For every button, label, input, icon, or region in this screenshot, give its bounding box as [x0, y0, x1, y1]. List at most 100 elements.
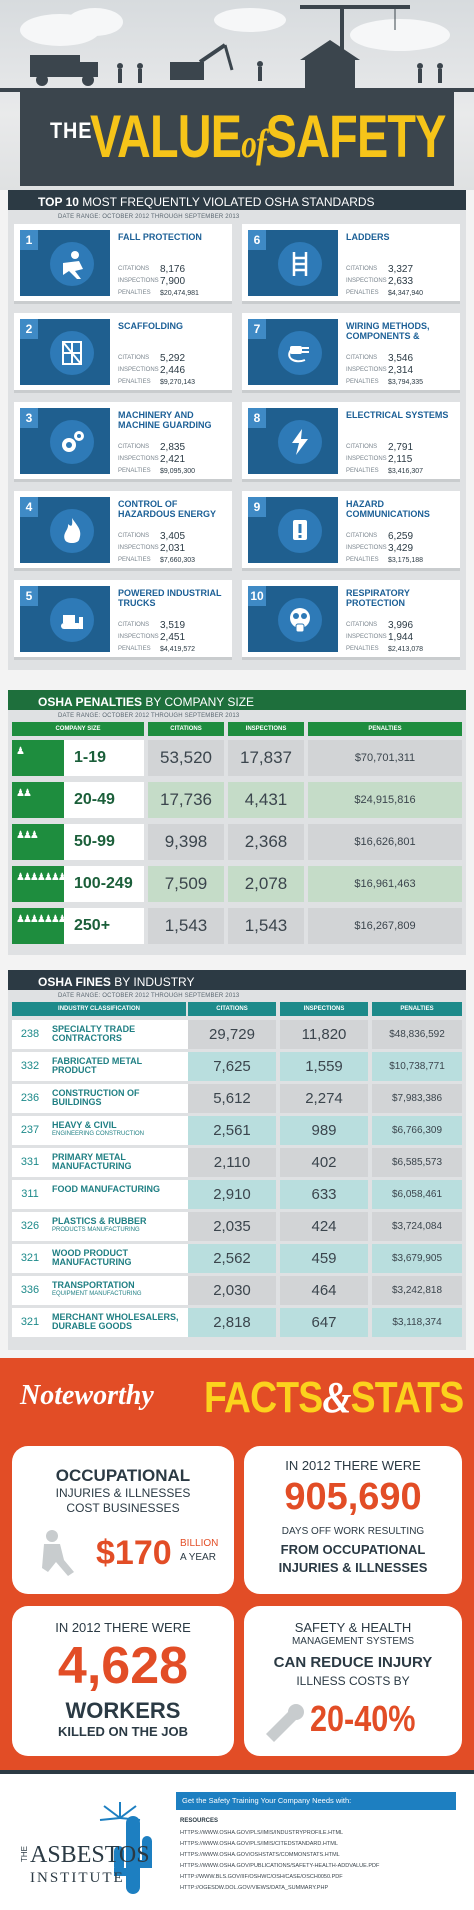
company-size: 250+ — [64, 908, 144, 944]
fact2-line4: INJURIES & ILLNESSES — [278, 1560, 428, 1575]
resource-link[interactable]: HTTP://OGESDW.DOL.GOV/VIEWS/DATA_SUMMARY… — [180, 1885, 329, 1891]
resource-link[interactable]: HTTPS://WWW.OSHA.GOV/PLS/IMIS/INDUSTRYPR… — [180, 1830, 344, 1836]
industry-row: 238 SPECIALTY TRADE CONTRACTORS 29,729 11,8… — [12, 1020, 462, 1049]
inspections-stat: INSPECTIONS 2,446 — [118, 365, 230, 377]
citations-cell: 2,818 — [188, 1308, 276, 1337]
inspections-stat: INSPECTIONS 1,944 — [346, 632, 458, 644]
violation-icon-box: 10 — [248, 586, 338, 652]
people-icon: ♟♟ — [12, 782, 64, 818]
industry-row: 331 PRIMARY METAL MANUFACTURING 2,110 402 $6… — [12, 1148, 462, 1177]
inspections-cell: 1,543 — [228, 908, 304, 944]
promo-text: Get the Safety Training Your Company Nee… — [182, 1796, 352, 1805]
inspections-stat: INSPECTIONS 2,633 — [346, 276, 458, 288]
inspections-value: 2,421 — [160, 454, 186, 465]
resource-link[interactable]: HTTPS://WWW.OSHA.GOV/PLS/IMIS/CITEDSTAND… — [180, 1841, 338, 1847]
facts-title-facts: FACTS — [204, 1373, 323, 1422]
inspections-cell: 17,837 — [228, 740, 304, 776]
title-safety: SAFETY — [265, 103, 447, 170]
industry-name-cell: FABRICATED METAL PRODUCT — [48, 1052, 188, 1081]
fines-col-industry: INDUSTRY CLASSIFICATION — [12, 1002, 186, 1016]
penalties-stat: PENALTIES $4,419,572 — [118, 644, 230, 656]
penalties-stat: PENALTIES $3,794,335 — [346, 377, 458, 389]
penalties-label: PENALTIES — [346, 468, 379, 474]
fact2-number: 905,690 — [284, 1476, 422, 1518]
penalties-cell: $48,836,592 — [372, 1020, 462, 1049]
resource-link[interactable]: HTTPS://WWW.OSHA.GOV/PUBLICATIONS/SAFETY… — [180, 1863, 380, 1869]
page-title: VALUEofSAFETY — [90, 102, 446, 179]
violation-rank: 10 — [248, 586, 266, 606]
resource-link[interactable]: HTTPS://WWW.OSHA.GOV/OSHSTATS/COMMONSTAT… — [180, 1852, 340, 1858]
violation-title: MACHINERY AND MACHINE GUARDING — [118, 410, 212, 430]
promo-link[interactable]: TheAsbestosInstitute.com — [182, 1814, 295, 1824]
logo-institute: INSTITUTE — [30, 1870, 125, 1886]
citations-label: CITATIONS — [346, 444, 378, 450]
penalties-value: $7,660,303 — [160, 557, 196, 564]
citations-stat: CITATIONS 8,176 — [118, 264, 230, 276]
fact3-line2: WORKERS — [65, 1698, 181, 1723]
inspections-cell: 2,078 — [228, 866, 304, 902]
penalties-cell: $6,058,461 — [372, 1180, 462, 1209]
violation-card: 1 FALL PROTECTION CITATIONS 8,176 INSPECTION… — [14, 224, 232, 304]
inspections-stat: INSPECTIONS 2,421 — [118, 454, 230, 466]
penalties-cell: $16,961,463 — [308, 866, 462, 902]
ladder-icon — [292, 252, 308, 276]
violation-card: 9 HAZARD COMMUNICATIONS CITATIONS 6,259 INSP… — [242, 491, 460, 571]
bulldozer-icon — [61, 615, 83, 629]
warning-icon — [293, 520, 307, 540]
inspections-stat: INSPECTIONS 2,115 — [346, 454, 458, 466]
citations-label: CITATIONS — [118, 444, 150, 450]
fines-heading-light: BY INDUSTRY — [114, 975, 195, 989]
violation-title: LADDERS — [346, 232, 390, 242]
gears-icon — [62, 431, 84, 452]
top10-section: DATE RANGE: OCTOBER 2012 THROUGH SEPTEMB… — [8, 210, 466, 670]
citations-value: 3,996 — [388, 620, 414, 631]
industry-name: MERCHANT WHOLESALERS, DURABLE GOODS — [52, 1312, 179, 1331]
top10-heading-light: MOST FREQUENTLY VIOLATED OSHA STANDARDS — [82, 195, 375, 209]
top10-heading-bold: TOP 10 — [38, 195, 79, 209]
citations-stat: CITATIONS 2,835 — [118, 442, 230, 454]
violation-badge — [50, 509, 94, 553]
penalties-cell: $3,679,905 — [372, 1244, 462, 1273]
penalty-row: ♟♟♟ 50-99 9,398 2,368 $16,626,801 — [12, 824, 462, 860]
violation-icon-box: 6 — [248, 230, 338, 296]
fact-box-cost: OCCUPATIONAL INJURIES & ILLNESSES COST B… — [12, 1446, 234, 1594]
violation-title: FALL PROTECTION — [118, 232, 202, 242]
fact4-line4: ILLNESS COSTS BY — [296, 1674, 410, 1688]
violation-rank: 7 — [248, 319, 266, 339]
industry-name: PLASTICS & RUBBER — [52, 1216, 147, 1226]
inspections-cell: 402 — [280, 1148, 368, 1177]
promo-banner[interactable]: Get the Safety Training Your Company Nee… — [176, 1792, 456, 1824]
citations-cell: 9,398 — [148, 824, 224, 860]
citations-stat: CITATIONS 6,259 — [346, 531, 458, 543]
industry-code: 321 — [12, 1244, 48, 1273]
penalties-label: PENALTIES — [118, 646, 151, 652]
top10-date-range: DATE RANGE: OCTOBER 2012 THROUGH SEPTEMB… — [58, 214, 240, 220]
injured-person-icon — [42, 1530, 74, 1576]
inspections-cell: 1,559 — [280, 1052, 368, 1081]
penalties-col-inspections: INSPECTIONS — [228, 722, 304, 736]
citations-label: CITATIONS — [346, 533, 378, 539]
fines-section: DATE RANGE: OCTOBER 2012 THROUGH SEPTEMB… — [8, 990, 466, 1350]
citations-stat: CITATIONS 3,327 — [346, 264, 458, 276]
violation-title: POWERED INDUSTRIAL TRUCKS — [118, 588, 222, 608]
penalties-stat: PENALTIES $3,175,188 — [346, 555, 458, 567]
inspections-stat: INSPECTIONS 2,314 — [346, 365, 458, 377]
violation-rank: 2 — [20, 319, 38, 339]
industry-subname: PRODUCTS MANUFACTURING — [52, 1227, 140, 1233]
fact2-line2: DAYS OFF WORK RESULTING — [281, 1526, 425, 1537]
people-glyphs: ♟♟♟♟♟♟♟♟♟♟ — [16, 914, 88, 925]
cactus-sun-icon — [99, 1802, 152, 1894]
industry-name-cell: FOOD MANUFACTURING — [48, 1180, 188, 1209]
citations-value: 6,259 — [388, 531, 414, 542]
gas-mask-icon — [290, 608, 310, 633]
fact4-line2: MANAGEMENT SYSTEMS — [291, 1636, 415, 1647]
people-icon: ♟♟♟♟♟♟♟♟ — [12, 866, 74, 902]
penalties-value: $3,175,188 — [388, 557, 424, 564]
resource-link[interactable]: HTTP://WWW.BLS.GOV/IIF/OSHWC/OSH/CASE/OS… — [180, 1874, 343, 1880]
facts-title-amp: & — [322, 1373, 351, 1422]
industry-name: CONSTRUCTION OF BUILDINGS — [52, 1088, 140, 1107]
construction-scene-illustration — [0, 5, 474, 92]
penalties-label: PENALTIES — [346, 290, 379, 296]
violation-badge — [50, 598, 94, 642]
